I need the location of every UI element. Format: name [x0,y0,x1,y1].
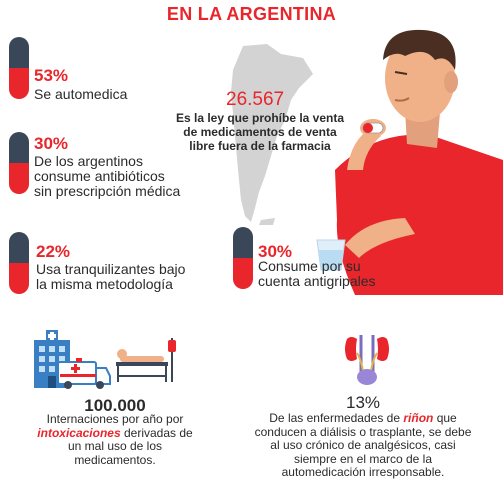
para-line: al uso crónico de analgésicos, casi [270,438,456,452]
para-line: conducen a diálisis o trasplante, se deb… [254,424,472,439]
para-line: siempre en el marco de la [293,451,433,466]
pill-capsule-icon [9,132,29,194]
argentina-map [231,44,313,225]
para-text: De las enfermedades de [269,411,404,425]
hospitalizations-number: 100.000 [84,396,146,415]
stat-text: Se automedica [34,86,128,102]
para-line: De las enfermedades de riñon que [232,411,494,426]
stat-text: la misma metodología [36,276,173,292]
law-text-line: Es la ley que prohíbe la venta [175,111,345,125]
pill-capsule-icon [233,227,253,289]
highlight-word: intoxicaciones [37,425,121,440]
stat-text: Usa tranquilizantes bajo [36,261,186,277]
law-text-line: de medicamentos de venta [183,125,337,139]
stat-percent: 30% [258,242,293,261]
kidney-percent: 13% [345,393,381,412]
hospitalizations-text: Internaciones por año por intoxicaciones… [4,412,226,467]
man-taking-pill-illustration [335,29,503,295]
para-line: Internaciones por año por [46,412,184,426]
stat-text: consume antibióticos [34,168,165,184]
para-line: automedicación irresponsable. [281,465,445,479]
law-text: Es la ley que prohíbe la venta de medica… [150,111,370,153]
pill-icon [362,122,384,134]
law-text-line: libre fuera de la farmacia [189,139,331,153]
para-line: medicamentos. [74,452,156,467]
para-line: intoxicaciones derivadas de [4,425,226,441]
para-text: derivadas de [120,425,193,440]
stat-text: Consume por su [258,258,361,274]
highlight-word: riñon [403,411,434,425]
hospital-bed-icon [116,338,176,382]
kidney-text: De las enfermedades de riñon que conduce… [232,411,494,480]
stat-text: sin prescripción médica [34,183,181,199]
kidney-icon [345,335,389,385]
ambulance-icon [57,358,111,389]
para-text: que [433,411,457,425]
stat-text: cuenta antigripales [258,273,376,289]
law-number: 26.567 [226,89,285,110]
stat-percent: 30% [34,134,69,153]
page-title: EN LA ARGENTINA [166,4,337,24]
pill-capsule-icon [9,37,29,99]
pill-capsule-icon [9,232,29,294]
glass-of-water-icon [316,239,346,271]
stat-text: De los argentinos [34,153,143,169]
para-line: un mal uso de los [67,439,163,453]
stat-percent: 53% [34,66,69,85]
stat-percent: 22% [36,242,71,261]
